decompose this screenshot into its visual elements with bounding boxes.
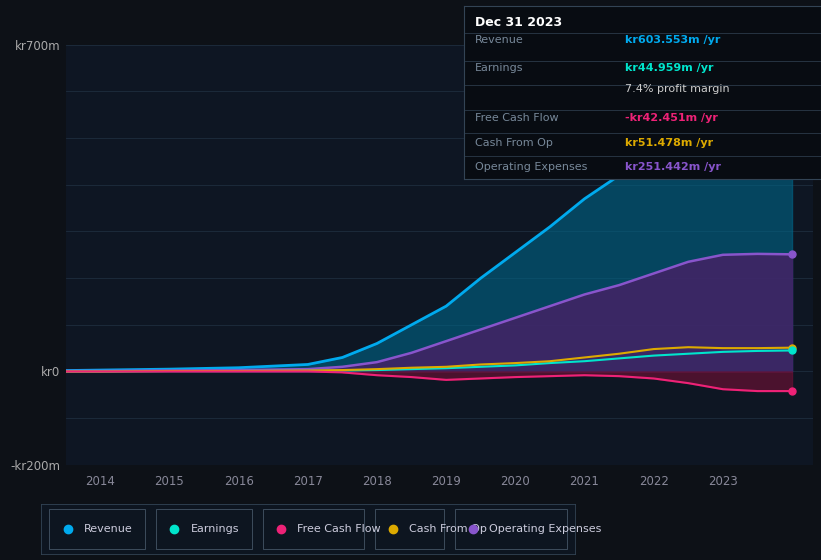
Text: Free Cash Flow: Free Cash Flow — [297, 524, 381, 534]
Text: Revenue: Revenue — [84, 524, 132, 534]
FancyBboxPatch shape — [156, 509, 252, 549]
FancyBboxPatch shape — [374, 509, 444, 549]
Text: kr51.478m /yr: kr51.478m /yr — [625, 138, 713, 147]
Text: Earnings: Earnings — [190, 524, 239, 534]
Text: Revenue: Revenue — [475, 35, 523, 45]
FancyBboxPatch shape — [455, 509, 566, 549]
Text: kr251.442m /yr: kr251.442m /yr — [625, 162, 721, 172]
Text: Free Cash Flow: Free Cash Flow — [475, 113, 558, 123]
Text: Operating Expenses: Operating Expenses — [475, 162, 587, 172]
Text: Operating Expenses: Operating Expenses — [489, 524, 602, 534]
Text: kr603.553m /yr: kr603.553m /yr — [625, 35, 720, 45]
Text: -kr42.451m /yr: -kr42.451m /yr — [625, 113, 718, 123]
Text: Dec 31 2023: Dec 31 2023 — [475, 16, 562, 29]
FancyBboxPatch shape — [49, 509, 145, 549]
Text: 7.4% profit margin: 7.4% profit margin — [625, 84, 729, 94]
FancyBboxPatch shape — [263, 509, 364, 549]
Text: Earnings: Earnings — [475, 63, 523, 73]
Text: Cash From Op: Cash From Op — [409, 524, 487, 534]
Text: Cash From Op: Cash From Op — [475, 138, 553, 147]
Text: kr44.959m /yr: kr44.959m /yr — [625, 63, 713, 73]
